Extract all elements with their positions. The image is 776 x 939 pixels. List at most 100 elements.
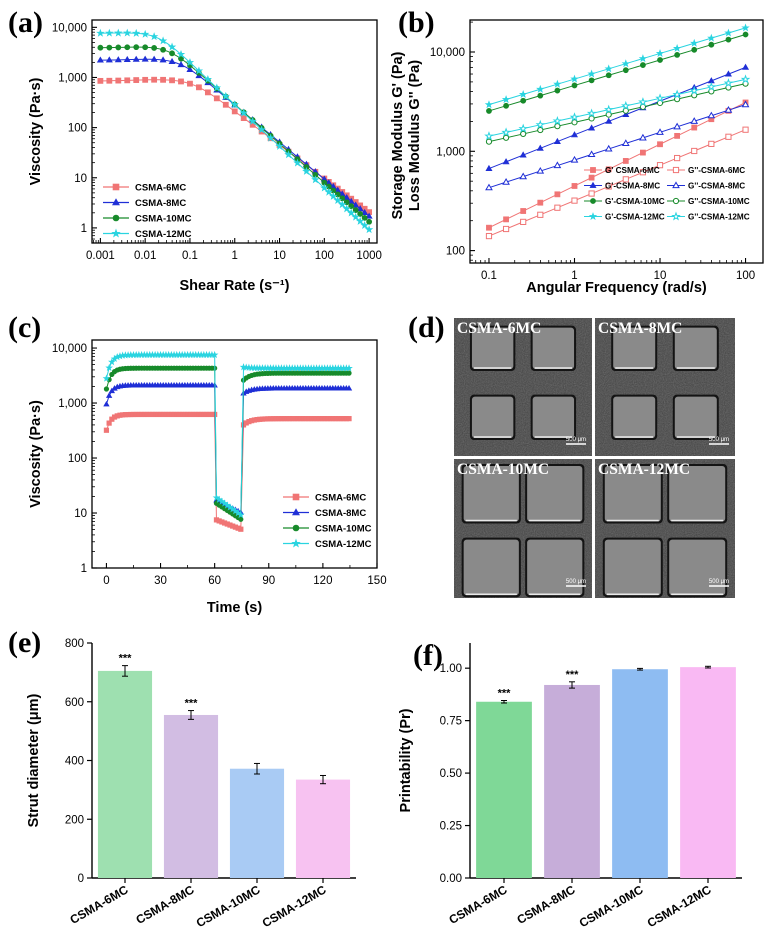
data-point (690, 38, 699, 47)
legend-marker (589, 181, 597, 188)
data-point (570, 155, 579, 163)
legend-label: CSMA-12MC (135, 229, 192, 240)
significance-mark: *** (185, 698, 199, 710)
data-point (141, 55, 149, 62)
data-point (622, 107, 629, 114)
data-point (167, 42, 177, 51)
data-point (691, 147, 698, 155)
legend-marker (672, 166, 680, 174)
legend: CSMA-6MC CSMA-8MC CSMA-10MC CSMA-12MC (283, 493, 372, 550)
data-point (366, 218, 373, 225)
data-point (257, 125, 266, 134)
data-point (656, 128, 664, 135)
panel-label: (f) (413, 639, 443, 672)
legend-label: CSMA-10MC (315, 524, 372, 535)
legend-marker (112, 198, 120, 206)
data-point (537, 211, 544, 218)
data-point (554, 191, 561, 198)
y-axis-title: Viscosity (Pa·s) (28, 400, 44, 508)
x-tick-label: 0.1 (481, 270, 497, 282)
pore (463, 465, 519, 522)
y-axis-title: Viscosity (Pa·s) (28, 77, 44, 185)
x-tick-label: 1 (232, 250, 238, 262)
data-point (102, 374, 111, 382)
legend-label: G''-CSMA-8MC (688, 182, 745, 191)
data-point (338, 200, 347, 209)
series-CSMA-12MC (96, 28, 374, 234)
y-tick-label: 0 (78, 873, 84, 885)
y-axis-title: Storage Modulus G' (Pa) (390, 51, 406, 219)
legend-label: G'-CSMA-12MC (605, 213, 665, 222)
data-point (570, 74, 579, 83)
y-tick-label: 0.50 (440, 768, 462, 780)
data-point (622, 110, 630, 117)
data-point (231, 108, 238, 115)
legend-marker (112, 214, 120, 222)
data-point (230, 100, 239, 109)
y-tick-label: 10,000 (52, 343, 87, 355)
data-point (132, 55, 140, 62)
legend-marker (672, 197, 680, 205)
data-point (708, 140, 715, 147)
scale-bar-label: 500 μm (566, 437, 586, 443)
data-point (108, 358, 116, 366)
panel-c: (c) 0 30 60 90 120 150 1 10 100 1,000 10,000 Time (s… (8, 311, 387, 616)
data-point (588, 77, 595, 84)
data-point (622, 158, 629, 164)
data-point (351, 212, 360, 221)
data-point (603, 104, 614, 114)
y-tick-label: 10,000 (430, 47, 465, 59)
x-axis-title: Angular Frequency (rad/s) (526, 280, 707, 296)
data-point (160, 46, 166, 53)
pore (674, 396, 717, 439)
data-point (638, 97, 648, 107)
series-line (488, 66, 746, 170)
legend-label: G''-CSMA-10MC (688, 197, 750, 206)
data-point (588, 174, 595, 181)
data-point (621, 59, 631, 68)
data-point (169, 77, 175, 84)
series-line (105, 367, 350, 521)
data-point (114, 56, 122, 63)
series-CSMA-10MC (103, 365, 352, 522)
x-tick-label: 30 (154, 575, 167, 587)
pore (613, 327, 656, 370)
significance-mark: *** (566, 669, 580, 681)
data-point (329, 191, 338, 200)
data-point (588, 190, 595, 197)
scale-bar-label: 500 μm (709, 579, 729, 585)
data-point (133, 77, 140, 83)
data-point (725, 36, 732, 43)
data-point (605, 183, 612, 190)
legend-marker (111, 228, 121, 238)
data-point (187, 80, 193, 87)
series-line (105, 354, 350, 516)
data-point (674, 51, 681, 58)
bar-CSMA-10MC (612, 669, 668, 878)
data-point (742, 63, 750, 70)
bar-CSMA-8MC (163, 714, 219, 878)
x-tick-label: CSMA-10MC (194, 882, 263, 930)
data-point (724, 106, 733, 113)
x-axis-title: Shear Rate (s⁻¹) (180, 278, 290, 294)
data-point (553, 161, 562, 169)
data-point (357, 211, 364, 217)
data-point (204, 89, 211, 96)
data-point (124, 44, 131, 51)
data-point (554, 204, 561, 211)
data-point (640, 62, 646, 68)
bar-CSMA-6MC (476, 701, 532, 878)
data-point (212, 83, 222, 92)
data-point (356, 205, 364, 212)
data-point (520, 130, 527, 138)
data-point (742, 31, 749, 38)
data-point (106, 44, 113, 51)
pore (532, 327, 575, 370)
significance-mark: *** (498, 687, 512, 699)
data-point (169, 50, 175, 57)
y-tick-label: 1 (81, 223, 87, 235)
data-point (569, 112, 580, 122)
y-tick-label: 0.75 (440, 716, 462, 728)
data-point (657, 141, 663, 148)
